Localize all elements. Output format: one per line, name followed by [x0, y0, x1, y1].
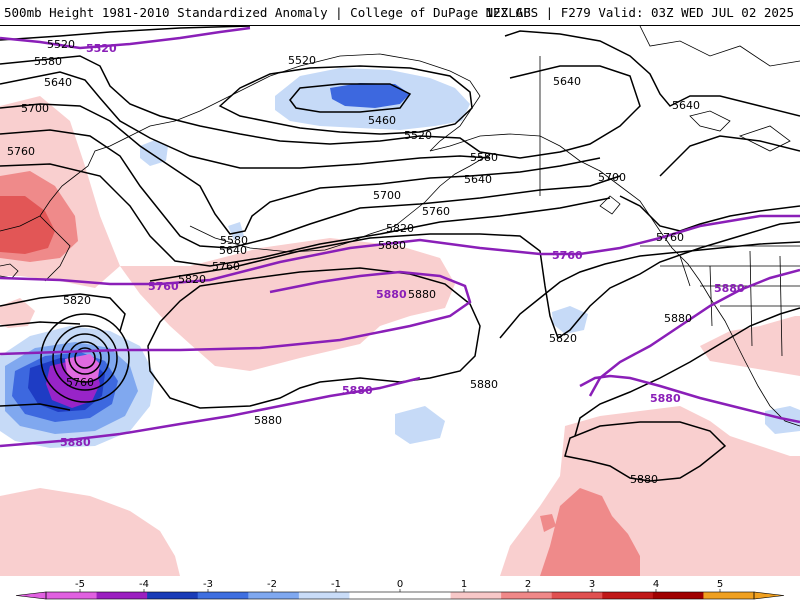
run-info: 12Z GFS | F279 Valid: 03Z WED JUL 02 202…: [485, 5, 794, 20]
label-5880-mid: 5880: [470, 378, 498, 391]
colorbar-swatch: [400, 592, 452, 599]
colorbar-min-arrow: [15, 591, 47, 600]
colorbar-tick-label: 2: [525, 579, 531, 590]
label-5880-center: 5880: [378, 239, 406, 252]
colorbar-tick-label: 1: [461, 579, 467, 590]
colorbar: -5 -4 -3 -2 -1 0 1 2 3 4 5: [0, 576, 800, 600]
purple-label-5880-center: 5880: [376, 288, 407, 301]
label-5640-northeast-2: 5640: [672, 99, 700, 112]
colorbar-tick-label: -2: [267, 579, 277, 590]
label-5640-northeast: 5640: [553, 75, 581, 88]
anomaly-map: 5520 5580 5640 5700 5760 5520 5460 5520 …: [0, 26, 800, 576]
colorbar-tick-label: 4: [653, 579, 659, 590]
climatology-lines: [0, 26, 800, 448]
colorbar-swatch: [248, 592, 300, 599]
contour-labels: 5520 5580 5640 5700 5760 5520 5460 5520 …: [7, 38, 700, 486]
label-5460-low: 5460: [368, 114, 396, 127]
label-5880-south: 5880: [630, 473, 658, 486]
colorbar-tick-label: -5: [75, 579, 85, 590]
label-5700-center: 5700: [373, 189, 401, 202]
label-5820-southwest: 5820: [63, 294, 91, 307]
label-5640-west: 5640: [219, 244, 247, 257]
colorbar-swatch: [703, 592, 755, 599]
colorbar-tick-label: 3: [589, 579, 595, 590]
colorbar-tick-label: 5: [717, 579, 723, 590]
label-5820-center: 5820: [386, 222, 414, 235]
purple-label-5880-mid: 5880: [342, 384, 373, 397]
label-5760-storm: 5760: [66, 376, 94, 389]
label-5700-northeast: 5700: [598, 171, 626, 184]
label-5520-low-south: 5520: [404, 129, 432, 142]
colorbar-swatch: [46, 592, 98, 599]
purple-label-5520: 5520: [86, 42, 117, 55]
height-contours: [0, 26, 800, 482]
colorbar-tick-label: -1: [331, 579, 341, 590]
label-5640-center: 5640: [464, 173, 492, 186]
colorbar-tick-label: 0: [397, 579, 403, 590]
colorbar-graphic: -5 -4 -3 -2 -1 0 1 2 3 4 5: [15, 579, 785, 600]
label-5760-nw: 5760: [7, 145, 35, 158]
label-5820-west: 5820: [178, 273, 206, 286]
colorbar-swatch: [197, 592, 249, 599]
purple-label-5760-west: 5760: [148, 280, 179, 293]
colorbar-swatch: [602, 592, 654, 599]
label-5880-low: 5880: [254, 414, 282, 427]
colorbar-swatch: [501, 592, 553, 599]
coastlines: [0, 26, 800, 427]
purple-label-5880-southwest: 5880: [60, 436, 91, 449]
colorbar-swatch: [96, 592, 148, 599]
colorbar-swatch: [349, 592, 401, 599]
colorbar-swatch: [298, 592, 350, 599]
purple-label-5880-southeast: 5880: [650, 392, 681, 405]
colorbar-swatch: [551, 592, 603, 599]
label-5520-nw: 5520: [47, 38, 75, 51]
colorbar-swatch: [652, 592, 704, 599]
label-5640-nw: 5640: [44, 76, 72, 89]
climatology-labels: 5520 5760 5760 5880 5880 5880 5880 5880: [60, 42, 745, 449]
label-5760-center: 5760: [422, 205, 450, 218]
colorbar-swatch: [147, 592, 199, 599]
map-title: 500mb Height 1981-2010 Standardized Anom…: [4, 5, 531, 20]
label-5520-center: 5520: [288, 54, 316, 67]
colorbar-tick-label: -3: [203, 579, 213, 590]
label-5760-west: 5760: [212, 260, 240, 273]
map-header: 500mb Height 1981-2010 Standardized Anom…: [0, 0, 800, 26]
purple-label-5880-east: 5880: [714, 282, 745, 295]
colorbar-tick-label: -4: [139, 579, 149, 590]
label-5700-nw: 5700: [21, 102, 49, 115]
label-5880-mid2: 5880: [408, 288, 436, 301]
label-5580-west: 5580: [220, 234, 248, 247]
label-5880-southeast: 5880: [664, 312, 692, 325]
purple-label-5760-east: 5760: [552, 249, 583, 262]
label-5760-east: 5760: [656, 231, 684, 244]
colorbar-swatch: [450, 592, 502, 599]
label-5580-nw: 5580: [34, 55, 62, 68]
positive-anomaly-shading: [0, 96, 800, 576]
label-5820-southeast: 5820: [549, 332, 577, 345]
label-5580-center: 5580: [470, 151, 498, 164]
colorbar-max-arrow: [753, 591, 785, 600]
